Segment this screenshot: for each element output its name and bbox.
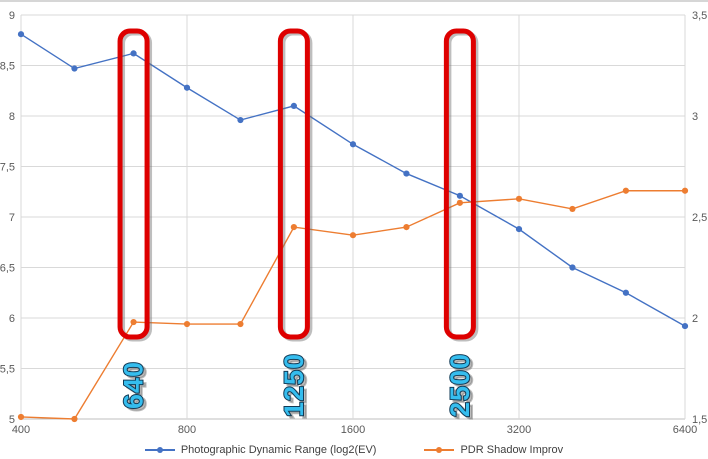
data-point bbox=[403, 224, 410, 231]
x-axis-tick: 800 bbox=[178, 424, 196, 436]
data-point bbox=[515, 226, 523, 233]
legend-label-photographic-dynamic-range: Photographic Dynamic Range (log2(EV) bbox=[180, 444, 377, 456]
data-point bbox=[349, 232, 357, 239]
left-axis-tick: 9 bbox=[9, 10, 15, 22]
right-axis-tick: 1,5 bbox=[692, 414, 707, 426]
data-point bbox=[456, 199, 463, 206]
x-axis-tick: 3200 bbox=[507, 424, 531, 436]
right-axis-tick: 2 bbox=[692, 313, 698, 325]
x-axis-tick: 1600 bbox=[341, 424, 365, 436]
right-axis-tick: 2,5 bbox=[692, 212, 707, 224]
data-point bbox=[17, 31, 25, 38]
left-axis-tick: 5,5 bbox=[0, 364, 15, 376]
data-point bbox=[183, 320, 191, 328]
data-point bbox=[130, 318, 137, 326]
left-axis-tick: 6,5 bbox=[0, 263, 15, 275]
data-point bbox=[681, 187, 689, 194]
data-point bbox=[237, 116, 244, 124]
data-point bbox=[403, 170, 410, 177]
highlight-label-640: 640 bbox=[119, 361, 149, 409]
data-point bbox=[183, 84, 191, 91]
left-axis-tick: 8 bbox=[9, 111, 15, 123]
data-point bbox=[237, 320, 244, 328]
data-point bbox=[569, 205, 576, 213]
left-axis-tick: 7,5 bbox=[0, 162, 15, 174]
data-point bbox=[622, 289, 629, 296]
highlight-label-1250: 1250 bbox=[279, 353, 309, 417]
data-point bbox=[17, 413, 25, 421]
data-point bbox=[290, 102, 297, 109]
data-point bbox=[130, 50, 137, 57]
chart-plot-area: 9 8,5 8 7,5 7 6,5 6 5,5 5 3,5 3 2,5 2 1,5 400 800 1600 32… bbox=[0, 10, 707, 436]
data-point bbox=[515, 195, 523, 202]
highlight-label-2500: 2500 bbox=[445, 353, 475, 417]
right-axis-tick: 3,5 bbox=[692, 10, 707, 22]
left-axis-tick: 6 bbox=[9, 313, 15, 325]
data-point bbox=[71, 415, 78, 423]
highlight-label-shadow: 640 bbox=[122, 363, 152, 411]
legend-dot-blue bbox=[156, 447, 163, 453]
data-point bbox=[290, 224, 297, 231]
legend-item-pdr-shadow-improv: PDR Shadow Improv bbox=[424, 444, 563, 456]
legend-label-pdr-shadow-improv: PDR Shadow Improv bbox=[460, 444, 564, 456]
legend-line-marker-blue bbox=[144, 447, 175, 453]
left-axis-tick: 8,5 bbox=[0, 61, 15, 73]
x-axis-tick: 6400 bbox=[673, 424, 697, 436]
highlight-box-2500 bbox=[443, 28, 476, 340]
data-point bbox=[71, 65, 78, 72]
data-point bbox=[569, 264, 576, 271]
x-axis-tick: 400 bbox=[12, 424, 30, 436]
chart-legend: Photographic Dynamic Range (log2(EV) PDR… bbox=[0, 444, 708, 456]
data-point bbox=[456, 192, 463, 199]
right-axis-tick: 3 bbox=[692, 111, 698, 123]
highlight-label-shadow: 2500 bbox=[448, 355, 478, 419]
highlight-label-shadow: 1250 bbox=[282, 355, 312, 419]
highlight-box-640 bbox=[117, 28, 150, 340]
legend-dot-orange bbox=[436, 447, 443, 453]
data-point bbox=[681, 322, 689, 330]
legend-line-marker-orange bbox=[424, 447, 455, 453]
highlight-box-1250 bbox=[277, 28, 310, 340]
data-point bbox=[349, 141, 357, 148]
left-axis-tick: 7 bbox=[9, 212, 15, 224]
left-axis-tick: 5 bbox=[9, 414, 15, 426]
legend-item-photographic-dynamic-range: Photographic Dynamic Range (log2(EV) bbox=[144, 444, 377, 456]
data-point bbox=[622, 187, 629, 194]
